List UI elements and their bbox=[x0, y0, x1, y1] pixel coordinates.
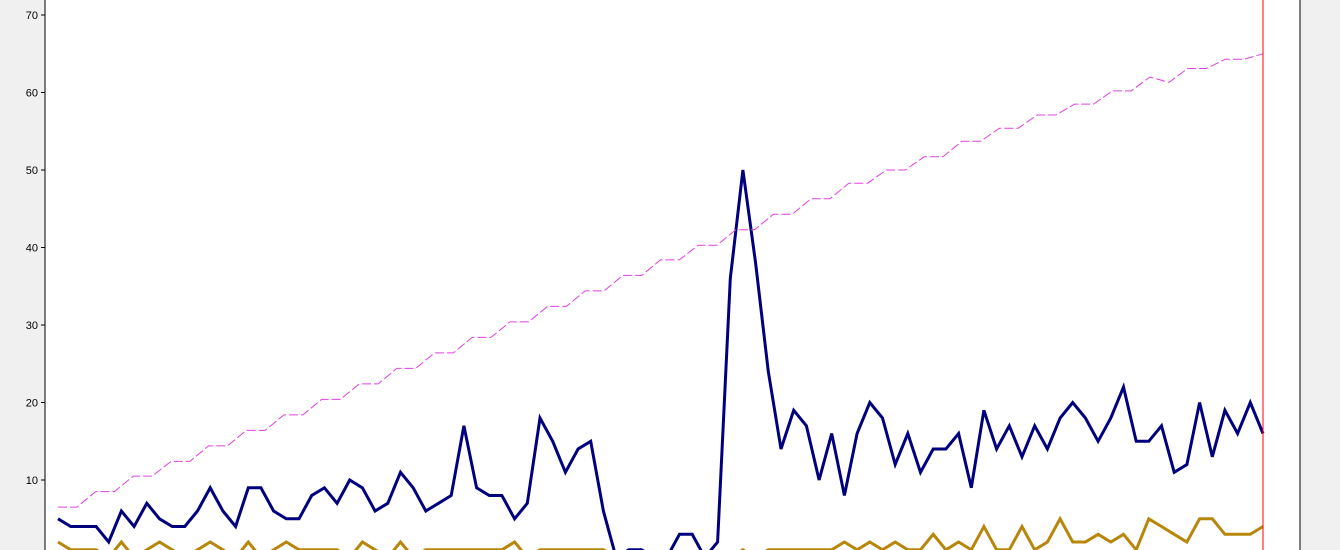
y-tick-label-10: 10 bbox=[26, 475, 38, 487]
y-tick-label-50: 50 bbox=[26, 165, 38, 177]
y-axis-ticks: 10 20 30 40 50 60 70 bbox=[26, 10, 45, 487]
series-line-3 bbox=[58, 53, 1264, 508]
series-line-1 bbox=[57, 169, 1265, 550]
y-tick-label-60: 60 bbox=[26, 88, 38, 100]
plot-area bbox=[45, 0, 1300, 550]
y-tick-label-30: 30 bbox=[26, 320, 38, 332]
y-tick-label-20: 20 bbox=[26, 398, 38, 410]
series-group bbox=[57, 53, 1265, 550]
y-tick-label-70: 70 bbox=[26, 10, 38, 22]
y-tick-label-40: 40 bbox=[26, 243, 38, 255]
series-line-2 bbox=[57, 515, 1264, 550]
